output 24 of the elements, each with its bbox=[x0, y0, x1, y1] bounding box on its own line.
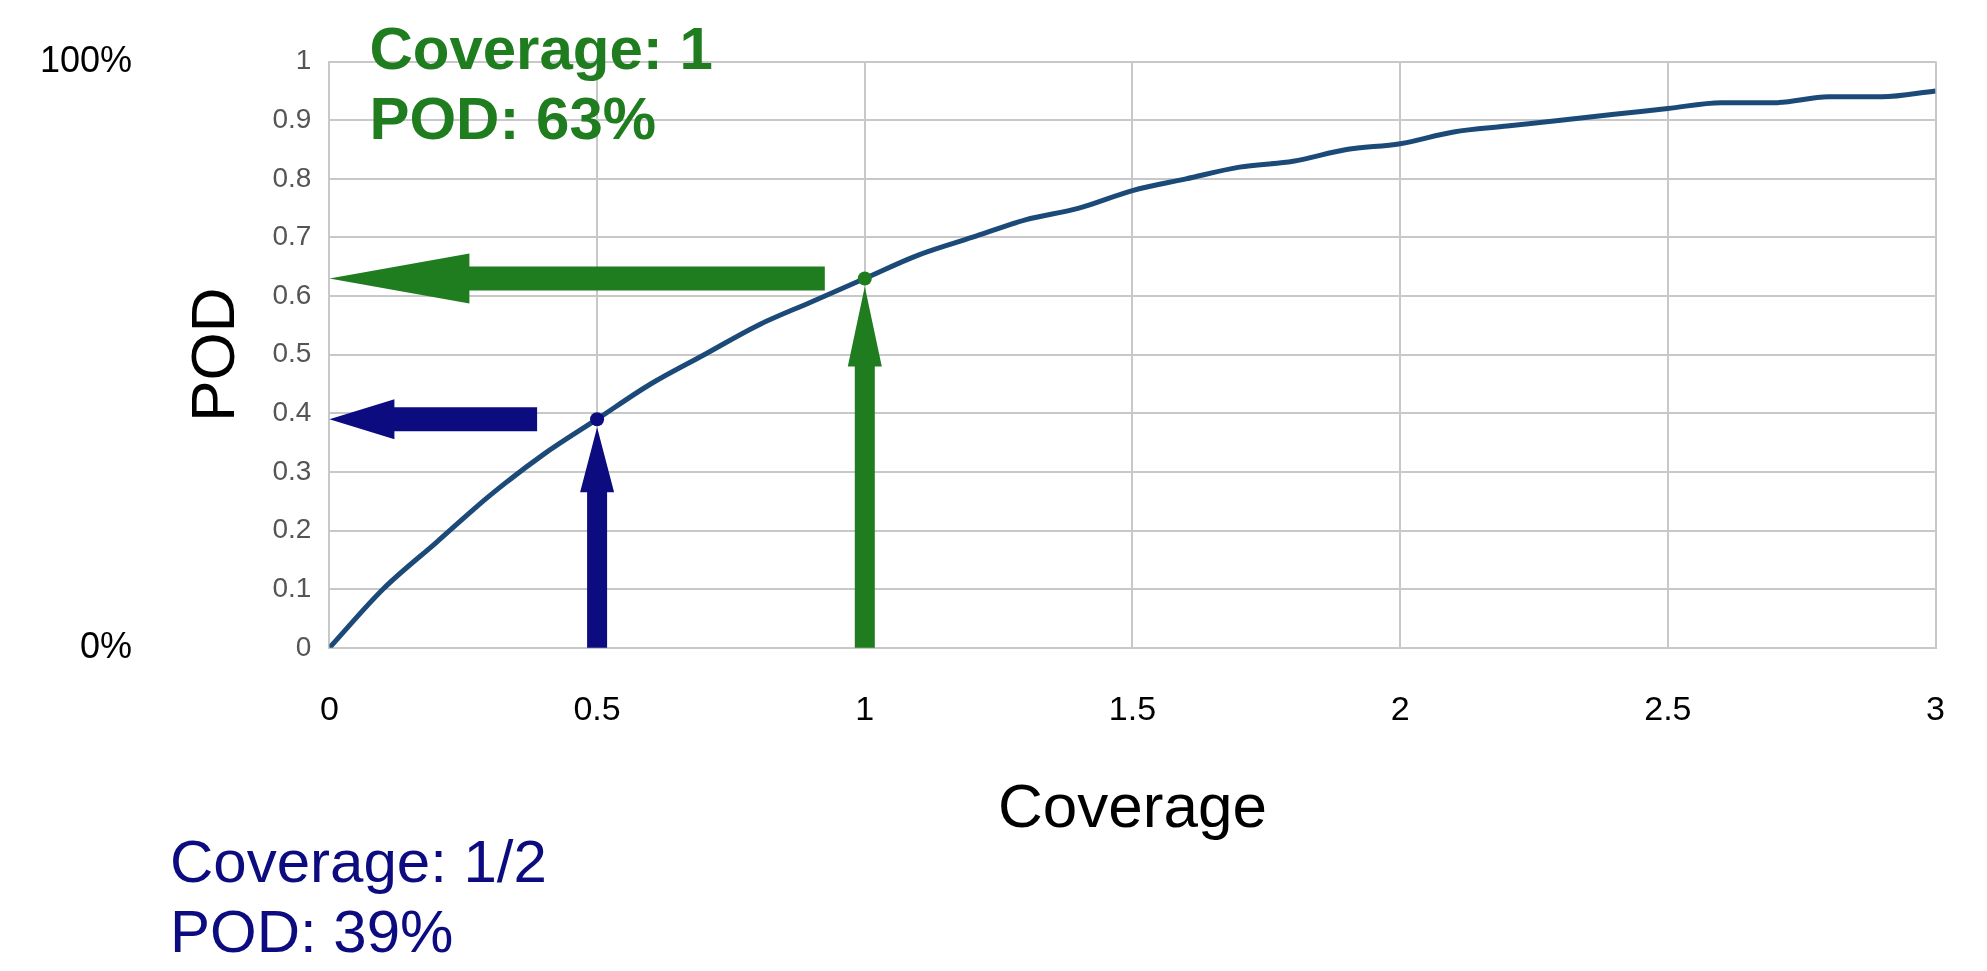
y-tick-label: 0.1 bbox=[272, 571, 312, 603]
x-tick-label: 1 bbox=[855, 688, 875, 727]
y-axis-title: POD bbox=[178, 287, 248, 422]
y-tick-label: 0.7 bbox=[272, 220, 312, 252]
y-tick-label: 0.9 bbox=[272, 102, 312, 134]
y-tick-label: 0.2 bbox=[272, 513, 312, 545]
y2-tick-label: 100% bbox=[40, 38, 133, 80]
y-tick-label: 0.8 bbox=[272, 161, 312, 193]
x-tick-label: 2.5 bbox=[1644, 688, 1692, 727]
x-tick-label: 1.5 bbox=[1108, 688, 1157, 727]
y-tick-label: 0.5 bbox=[272, 337, 312, 369]
y2-tick-label: 0% bbox=[80, 624, 133, 666]
x-tick-label: 2 bbox=[1390, 688, 1410, 727]
y-tick-label: 0.6 bbox=[272, 278, 312, 310]
y-tick-label: 1 bbox=[295, 44, 312, 76]
x-tick-label: 3 bbox=[1926, 688, 1946, 727]
annotation: Coverage: 1 POD: 63% bbox=[369, 14, 713, 152]
y-tick-label: 0.3 bbox=[272, 454, 312, 486]
y-tick-label: 0.4 bbox=[272, 396, 312, 428]
x-tick-label: 0 bbox=[319, 688, 339, 727]
y-tick-label: 0 bbox=[295, 630, 312, 662]
x-tick-label: 0.5 bbox=[573, 688, 621, 727]
text: Coverage: 1/2 POD: 39% bbox=[170, 827, 547, 965]
x-axis-title: Coverage bbox=[998, 770, 1267, 840]
